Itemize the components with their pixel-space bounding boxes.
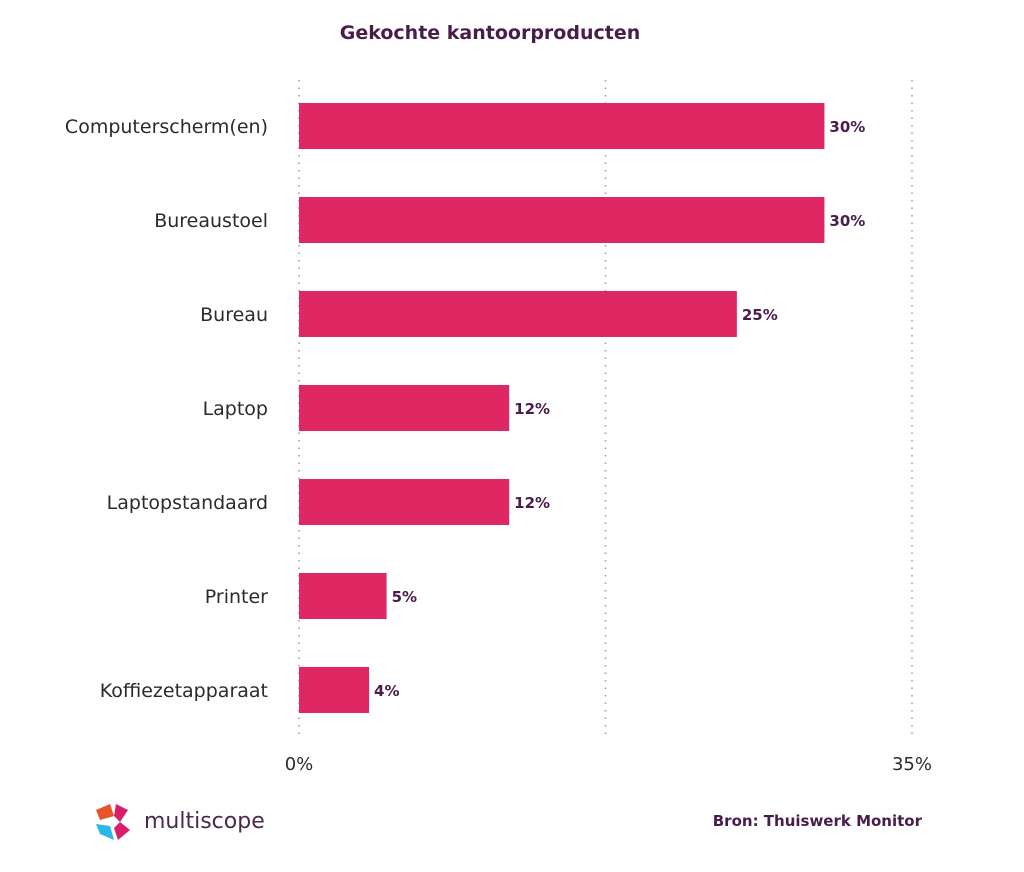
value-label: 5% [392, 588, 417, 606]
category-label: Computerscherm(en) [65, 116, 268, 138]
x-tick-label: 35% [892, 754, 932, 775]
value-label: 12% [514, 400, 550, 418]
multiscope-logo: multiscope [92, 800, 265, 842]
x-tick-label: 0% [285, 754, 314, 775]
category-label: Laptop [203, 398, 268, 420]
category-label: Koffiezetapparaat [100, 680, 268, 702]
value-label: 12% [514, 494, 550, 512]
bar [299, 103, 825, 149]
category-label: Bureaustoel [154, 210, 268, 232]
multiscope-logo-icon [96, 804, 130, 840]
source-note: Bron: Thuiswerk Monitor [712, 812, 922, 830]
value-label: 25% [742, 306, 778, 324]
bar [299, 479, 510, 525]
bar [299, 573, 387, 619]
value-label: 30% [829, 118, 865, 136]
category-label: Printer [205, 586, 268, 608]
bar [299, 291, 737, 337]
value-label: 30% [829, 212, 865, 230]
value-label: 4% [374, 682, 399, 700]
bar [299, 385, 510, 431]
category-label: Bureau [200, 304, 268, 326]
bar [299, 197, 825, 243]
bar [299, 667, 370, 713]
logo-text: multiscope [144, 808, 265, 834]
category-label: Laptopstandaard [107, 492, 268, 514]
chart-title: Gekochte kantoorproducten [339, 22, 641, 44]
